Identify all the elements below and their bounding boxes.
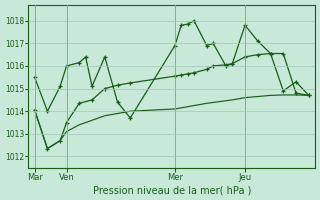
X-axis label: Pression niveau de la mer( hPa ): Pression niveau de la mer( hPa )	[92, 185, 251, 195]
